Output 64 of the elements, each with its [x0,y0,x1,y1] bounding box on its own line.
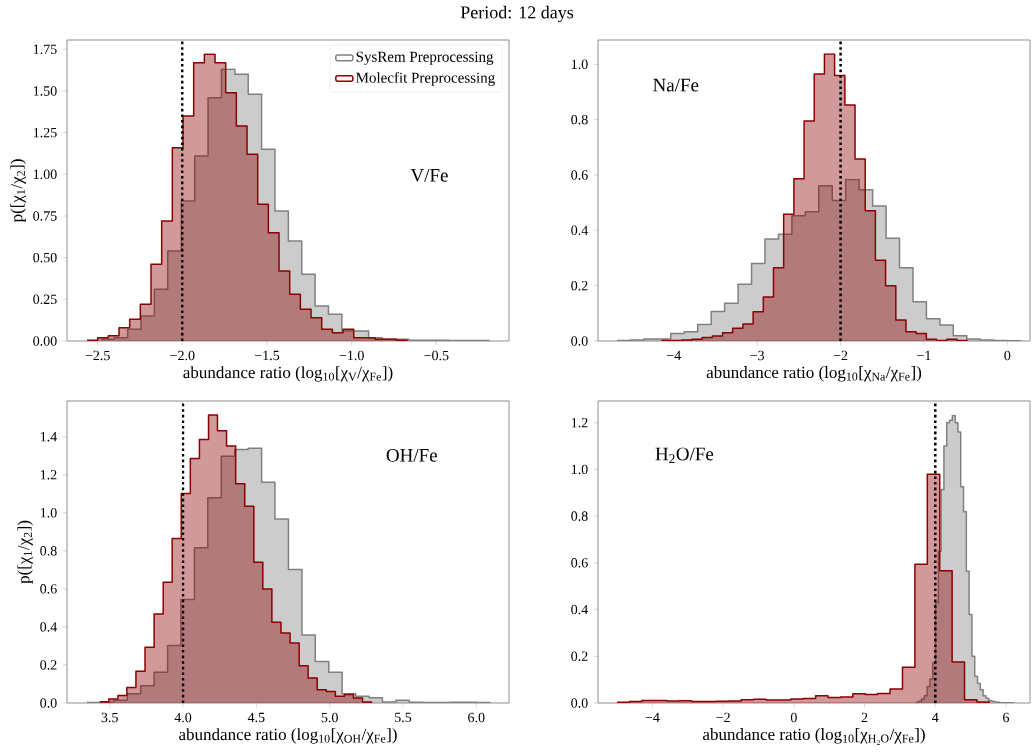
y-tick-label: 0.4 [571,225,588,236]
x-axis-title: abundance ratio (log$_{10}$[χ$_{Na}$/χ$_{Fe}$]) [706,366,922,382]
annotation: H$_{2}$O/Fe [655,447,714,464]
y-axis-title: p([χ$_{1}$/χ$_{2}$]) [17,520,33,584]
y-tick-label: 1.4 [40,432,57,442]
x-axis-title: abundance ratio (log$_{10}$[χ$_{V}$/χ$_{Fe}$]) [183,366,393,382]
x-axis-title: abundance ratio (log$_{10}$[χ$_{H₂O}$/χ$_{Fe}$]) [703,728,925,745]
x-tick-label: −2.0 [170,350,195,361]
y-tick-label: 0.0 [571,336,588,346]
y-tick-label: 0.2 [571,651,588,662]
x-tick-label: −4 [645,712,660,722]
y-tick-label: 0.00 [33,336,57,346]
x-tick-label: −2 [716,712,730,723]
y-tick-label: 1.50 [33,86,57,96]
y-tick-label: 1.0 [40,508,57,518]
y-tick-label: 0.6 [40,584,57,594]
annotation: V/Fe [410,169,448,182]
x-tick-label: 4 [932,712,939,722]
x-tick-label: −2.5 [85,350,110,361]
x-tick-label: 2 [861,712,868,723]
x-tick-label: 0 [790,712,797,723]
x-tick-label: 4.0 [174,712,192,723]
y-tick-label: 0.8 [40,546,57,556]
chart-title: Period: 12 days [460,5,574,23]
y-tick-label: 0.6 [571,558,588,568]
y-tick-label: 0.4 [571,604,588,615]
x-tick-label: 3.5 [101,712,118,723]
x-tick-label: 6 [1003,712,1010,723]
x-tick-label: 5.0 [321,712,338,723]
legend-label: Molecfit Preprocessing [356,72,495,86]
y-tick-label: 1.0 [571,59,588,70]
y-tick-label: 0.0 [571,698,588,708]
y-tick-label: 0.8 [571,114,588,125]
y-tick-label: 0.6 [571,170,588,180]
y-tick-label: 0.4 [40,622,57,632]
x-tick-label: −4 [666,350,681,360]
x-tick-label: −1.0 [339,350,364,361]
x-tick-label: −1.5 [255,350,280,361]
y-tick-label: 1.25 [33,127,57,138]
x-tick-label: 5.5 [395,712,412,723]
x-tick-label: −0.5 [424,350,449,361]
y-tick-label: 0.2 [40,660,57,670]
y-tick-label: 0.75 [33,211,57,221]
x-tick-label: −3 [750,350,765,361]
y-tick-label: 1.0 [571,464,588,475]
legend-label: SysRem Preprocessing [356,51,494,65]
y-tick-label: 0.25 [33,294,57,305]
annotation: OH/Fe [386,448,437,462]
y-tick-label: 0.2 [571,280,588,291]
y-tick-label: 0.8 [571,511,588,521]
x-tick-label: 0 [1004,350,1011,361]
y-tick-label: 1.75 [33,44,57,55]
x-tick-label: 6.0 [468,712,485,723]
y-axis-title: p([χ$_{1}$/χ$_{2}$]) [10,159,26,223]
y-tick-label: 0.0 [40,698,57,708]
x-tick-label: −1 [917,350,931,361]
y-tick-label: 1.2 [40,470,57,480]
y-tick-label: 0.50 [33,252,57,263]
annotation: Na/Fe [653,78,699,92]
y-tick-label: 1.00 [33,169,57,180]
x-tick-label: 4.5 [247,712,265,723]
y-tick-label: 1.2 [571,417,588,428]
x-tick-label: −2 [833,350,848,361]
x-axis-title: abundance ratio (log$_{10}$[χ$_{OH}$/χ$_{Fe}$]) [179,728,397,744]
